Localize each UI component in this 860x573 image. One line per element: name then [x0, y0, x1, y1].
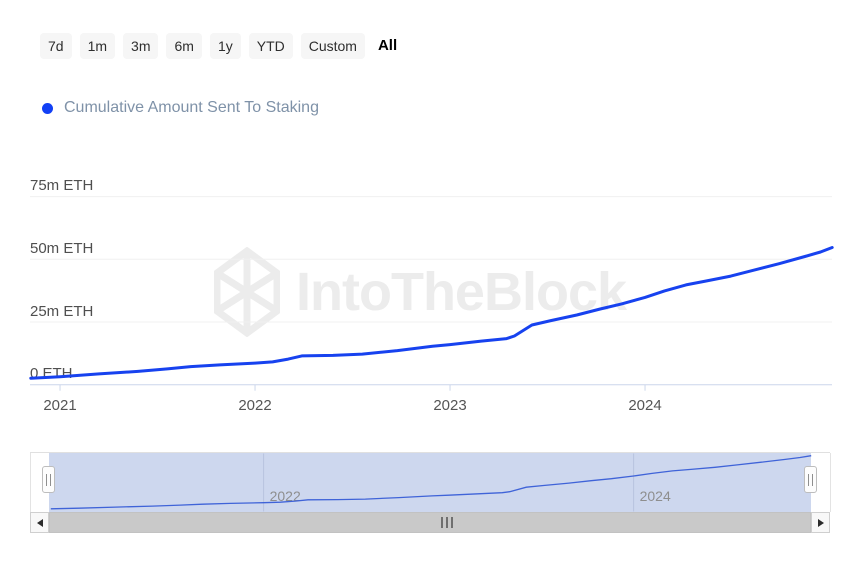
scroll-right-button[interactable] — [811, 512, 830, 533]
left-arrow-icon — [36, 518, 43, 527]
y-axis-label-50m: 50m ETH — [30, 239, 94, 257]
range-selector: 7d 1m 3m 6m 1y YTD Custom All — [40, 32, 402, 59]
range-button-1m[interactable]: 1m — [79, 32, 116, 59]
y-axis-label-25m: 25m ETH — [30, 302, 94, 320]
range-button-6m[interactable]: 6m — [166, 32, 202, 59]
horizontal-scrollbar[interactable] — [30, 512, 830, 533]
scrollbar-thumb[interactable] — [49, 512, 811, 533]
legend-marker-icon — [42, 102, 53, 114]
x-axis-label-2022: 2022 — [238, 397, 272, 414]
legend-label: Cumulative Amount Sent To Staking — [64, 99, 319, 116]
range-button-ytd[interactable]: YTD — [248, 32, 293, 59]
x-axis-label-2023: 2023 — [433, 397, 467, 414]
x-axis-label-2024: 2024 — [628, 397, 662, 414]
navigator-top-border — [30, 452, 830, 453]
series-line — [29, 246, 834, 380]
navigator-left-handle[interactable] — [42, 466, 55, 493]
range-button-7d[interactable]: 7d — [40, 32, 72, 59]
x-axis-label-2021: 2021 — [43, 397, 77, 414]
range-button-1y[interactable]: 1y — [209, 32, 241, 59]
scrollbar-grip-icon — [441, 517, 453, 528]
navigator-label-2022: 2022 — [269, 488, 301, 504]
navigator-right-border — [830, 453, 831, 512]
plot-area[interactable] — [30, 158, 832, 385]
navigator-label-2024: 2024 — [639, 488, 671, 504]
watermark-text: IntoTheBlock — [296, 262, 627, 322]
navigator-selected-range[interactable] — [49, 453, 811, 512]
y-axis-label-75m: 75m ETH — [30, 177, 94, 195]
intotheblock-cube-icon — [214, 247, 280, 337]
scroll-left-button[interactable] — [30, 512, 49, 533]
watermark: IntoTheBlock — [214, 247, 627, 337]
navigator-series-line — [50, 455, 812, 510]
navigator-right-handle[interactable] — [804, 466, 817, 493]
range-button-3m[interactable]: 3m — [123, 32, 159, 59]
legend-item[interactable]: Cumulative Amount Sent To Staking — [42, 99, 319, 117]
range-button-custom[interactable]: Custom — [300, 32, 365, 59]
range-button-all[interactable]: All — [373, 32, 402, 59]
right-arrow-icon — [817, 518, 824, 527]
navigator-left-border — [30, 453, 31, 512]
